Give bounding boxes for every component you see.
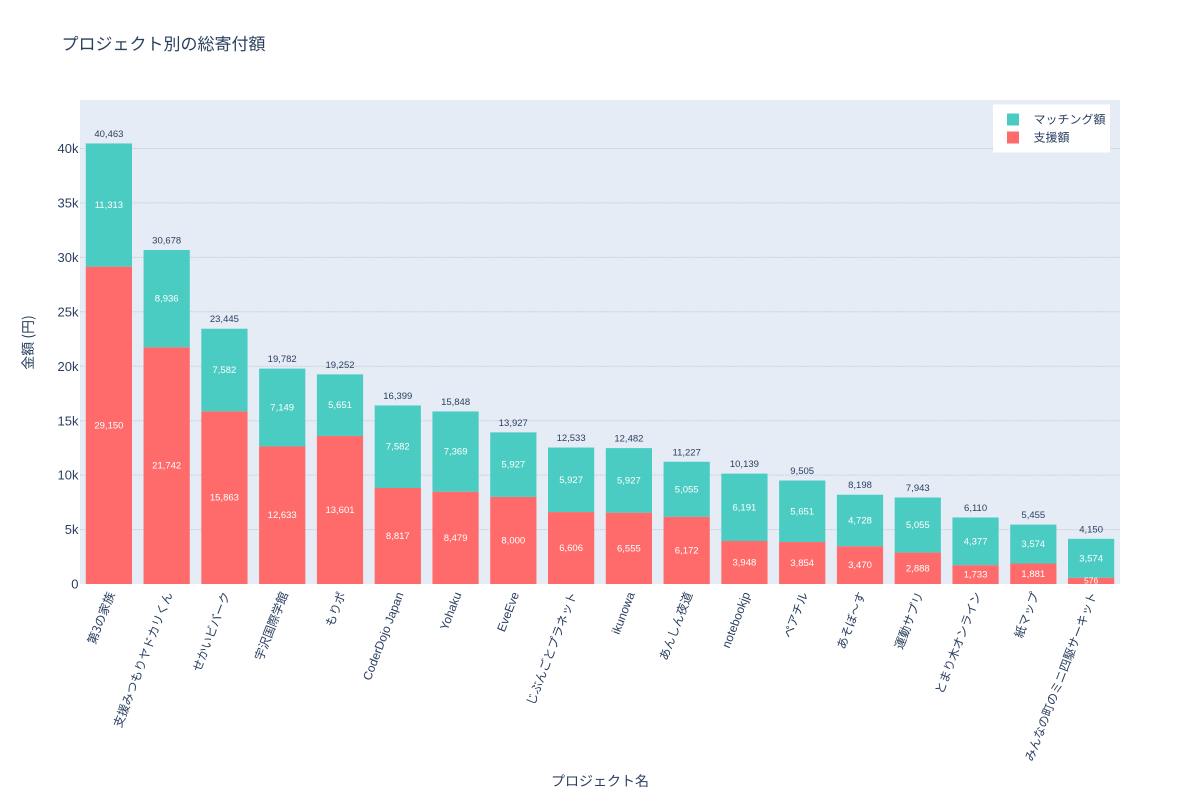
svg-text:7,369: 7,369 xyxy=(444,447,468,458)
svg-text:6,555: 6,555 xyxy=(617,543,641,554)
svg-text:13,601: 13,601 xyxy=(325,505,354,516)
svg-text:15,863: 15,863 xyxy=(210,493,239,504)
svg-text:29,150: 29,150 xyxy=(94,420,123,431)
svg-text:12,482: 12,482 xyxy=(614,434,643,445)
svg-text:15,848: 15,848 xyxy=(441,397,470,408)
svg-text:8,000: 8,000 xyxy=(501,536,525,547)
svg-text:5,651: 5,651 xyxy=(328,400,352,411)
svg-text:1,733: 1,733 xyxy=(964,570,988,581)
svg-text:5,927: 5,927 xyxy=(617,475,641,486)
svg-text:12,533: 12,533 xyxy=(557,433,586,444)
svg-text:30k: 30k xyxy=(58,250,79,265)
svg-text:5,055: 5,055 xyxy=(675,484,699,495)
svg-text:3,854: 3,854 xyxy=(790,558,814,569)
svg-text:7,149: 7,149 xyxy=(270,403,294,414)
svg-text:23,445: 23,445 xyxy=(210,314,239,325)
svg-text:3,948: 3,948 xyxy=(733,558,757,569)
svg-text:6,110: 6,110 xyxy=(964,503,987,514)
svg-text:10k: 10k xyxy=(58,468,79,483)
svg-text:11,313: 11,313 xyxy=(95,200,123,211)
svg-text:0: 0 xyxy=(71,577,78,592)
svg-text:3,470: 3,470 xyxy=(848,560,872,571)
svg-text:4,377: 4,377 xyxy=(964,536,988,547)
svg-text:7,582: 7,582 xyxy=(213,365,237,376)
svg-text:15k: 15k xyxy=(58,413,79,428)
svg-text:5,927: 5,927 xyxy=(501,460,525,471)
svg-text:5,651: 5,651 xyxy=(790,506,814,517)
svg-text:8,198: 8,198 xyxy=(848,480,872,491)
svg-text:25k: 25k xyxy=(58,304,79,319)
svg-text:6,606: 6,606 xyxy=(559,543,583,554)
svg-text:8,817: 8,817 xyxy=(386,531,410,542)
svg-text:10,139: 10,139 xyxy=(730,459,759,470)
svg-text:35k: 35k xyxy=(58,196,79,211)
svg-text:21,742: 21,742 xyxy=(152,461,181,472)
svg-text:8,479: 8,479 xyxy=(444,533,468,544)
svg-text:40,463: 40,463 xyxy=(94,129,123,140)
svg-text:16,399: 16,399 xyxy=(383,391,412,402)
svg-text:2,888: 2,888 xyxy=(906,563,930,574)
svg-text:13,927: 13,927 xyxy=(499,418,528,429)
svg-text:4,728: 4,728 xyxy=(848,516,872,527)
svg-text:5,455: 5,455 xyxy=(1021,510,1045,521)
svg-text:576: 576 xyxy=(1084,576,1098,586)
svg-text:8,936: 8,936 xyxy=(155,294,179,305)
svg-text:9,505: 9,505 xyxy=(790,466,814,477)
svg-text:3,574: 3,574 xyxy=(1079,553,1103,564)
svg-text:3,574: 3,574 xyxy=(1021,539,1045,550)
svg-text:5,927: 5,927 xyxy=(559,475,583,486)
svg-text:20k: 20k xyxy=(58,359,79,374)
svg-text:7,582: 7,582 xyxy=(386,442,410,453)
svg-text:7,943: 7,943 xyxy=(906,483,930,494)
svg-text:5k: 5k xyxy=(65,522,79,537)
svg-text:6,191: 6,191 xyxy=(733,502,757,513)
svg-text:1,881: 1,881 xyxy=(1021,569,1045,580)
svg-text:12,633: 12,633 xyxy=(268,510,297,521)
svg-text:6,172: 6,172 xyxy=(675,545,699,556)
svg-text:30,678: 30,678 xyxy=(152,236,181,247)
svg-text:4,150: 4,150 xyxy=(1079,524,1103,535)
svg-text:11,227: 11,227 xyxy=(673,447,701,458)
svg-text:19,782: 19,782 xyxy=(268,354,297,365)
svg-text:5,055: 5,055 xyxy=(906,520,930,531)
svg-text:19,252: 19,252 xyxy=(325,360,354,371)
svg-text:40k: 40k xyxy=(58,141,79,156)
